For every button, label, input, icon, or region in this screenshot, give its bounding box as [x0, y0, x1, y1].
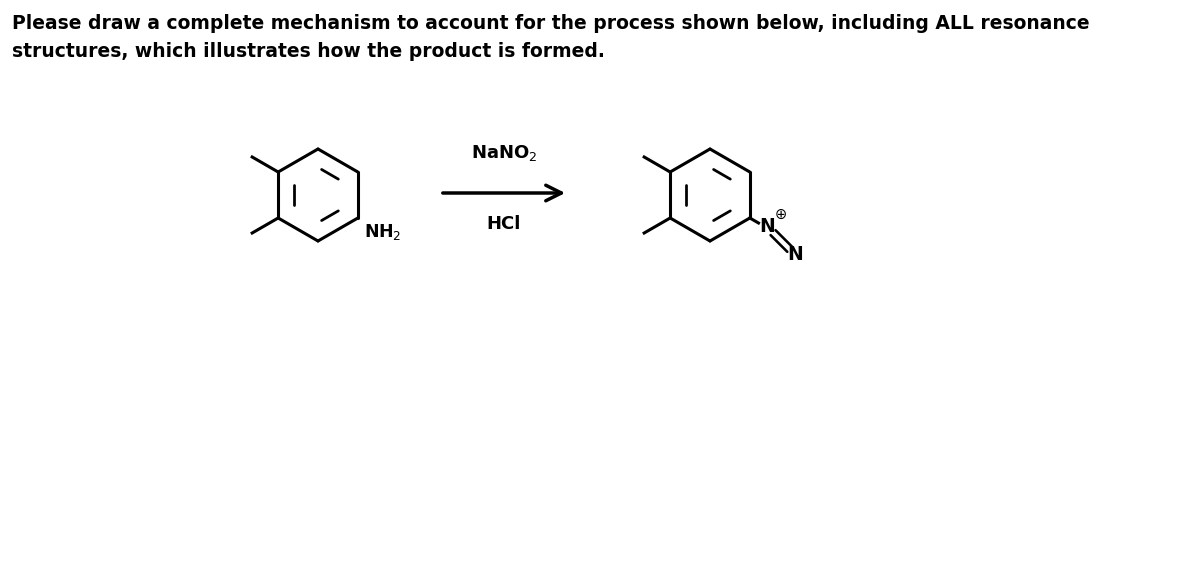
Text: structures, which illustrates how the product is formed.: structures, which illustrates how the pr… — [12, 42, 605, 61]
Text: Please draw a complete mechanism to account for the process shown below, includi: Please draw a complete mechanism to acco… — [12, 14, 1090, 33]
Text: NH$_2$: NH$_2$ — [364, 222, 401, 242]
Text: NaNO$_2$: NaNO$_2$ — [470, 143, 538, 163]
Text: N: N — [760, 218, 775, 236]
Text: N: N — [787, 246, 803, 264]
Text: ⊕: ⊕ — [774, 206, 786, 222]
Text: HCl: HCl — [487, 215, 521, 233]
